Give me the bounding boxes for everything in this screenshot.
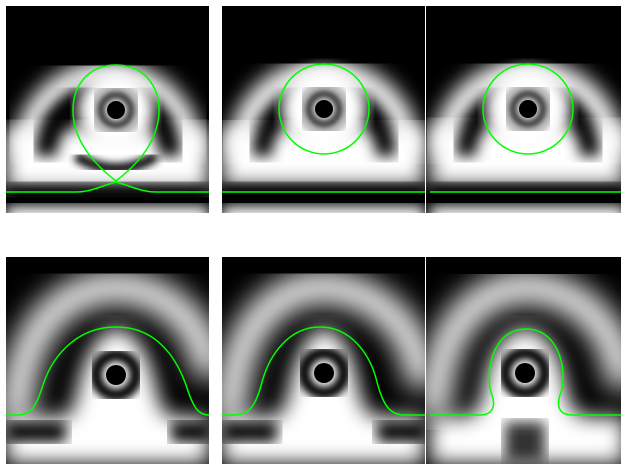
droplet-contour — [72, 64, 160, 182]
panel-1 — [6, 6, 209, 213]
panel-3-field — [430, 6, 621, 213]
panel-6 — [426, 257, 621, 464]
panel-2-field — [222, 6, 425, 213]
interface-contour — [6, 326, 209, 416]
droplet-contour — [278, 63, 370, 155]
panel-5 — [222, 257, 425, 464]
panel-5-field — [222, 257, 425, 464]
droplet-contour — [482, 63, 574, 155]
panel-2 — [222, 6, 425, 213]
interface-contour — [6, 181, 209, 193]
interface-contour — [222, 326, 425, 416]
panel-3 — [426, 6, 621, 213]
interface-contour — [430, 328, 621, 416]
panel-1-field — [6, 6, 209, 213]
panel-4-field — [6, 257, 209, 464]
panel-4 — [6, 257, 209, 464]
panel-6-field — [426, 257, 621, 464]
